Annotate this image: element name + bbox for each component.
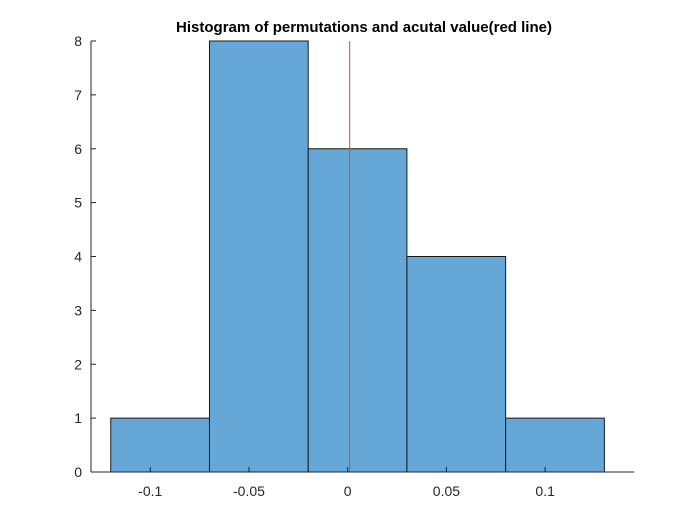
- y-tick-label: 2: [74, 356, 82, 372]
- y-tick-label: 0: [74, 464, 82, 480]
- histogram-bar-4: [406, 256, 507, 473]
- histogram-bar-3: [307, 148, 408, 473]
- y-tick-label: 7: [74, 87, 82, 103]
- bars-group: [110, 40, 605, 473]
- y-tick-label: 5: [74, 195, 82, 211]
- y-tick-label: 6: [74, 141, 82, 157]
- y-tick-label: 1: [74, 410, 82, 426]
- x-tick-label: 0.1: [535, 483, 555, 499]
- x-ticks-group: -0.1 -0.05 0 0.05 0.1: [138, 467, 555, 499]
- y-tick-label: 4: [74, 249, 82, 265]
- y-tick-label: 8: [74, 33, 82, 49]
- x-tick-label: 0: [344, 483, 352, 499]
- x-tick-label: -0.1: [138, 483, 162, 499]
- chart-title: Histogram of permutations and acutal val…: [176, 19, 552, 36]
- y-tick-label: 3: [74, 302, 82, 318]
- histogram-bar-5: [505, 417, 605, 473]
- histogram-bar-2: [208, 40, 309, 473]
- x-tick-label: -0.05: [233, 483, 265, 499]
- y-ticks-group: 0 1 2 3 4 5 6 7 8: [74, 33, 96, 480]
- histogram-bar-1: [110, 417, 210, 473]
- x-tick-label: 0.05: [433, 483, 460, 499]
